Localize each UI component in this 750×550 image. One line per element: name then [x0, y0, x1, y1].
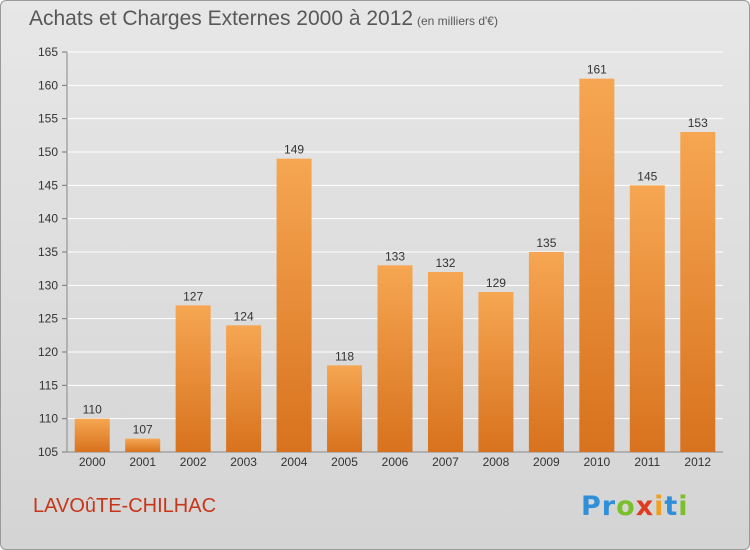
- y-tick-label: 120: [38, 345, 58, 359]
- y-tick-label: 165: [38, 45, 58, 59]
- bar-value-label: 133: [385, 249, 405, 263]
- bar-value-label: 118: [335, 349, 354, 363]
- x-tick-label: 2000: [79, 455, 106, 469]
- bar-value-label: 132: [435, 256, 455, 270]
- y-tick-label: 115: [39, 378, 58, 392]
- x-tick-label: 2009: [533, 455, 560, 469]
- logo-letter: P: [581, 491, 602, 522]
- bar: [226, 325, 262, 452]
- bar: [276, 158, 312, 452]
- x-tick-label: 2007: [432, 455, 459, 469]
- y-tick-label: 140: [38, 212, 58, 226]
- bar-value-label: 161: [587, 63, 607, 77]
- label-layer: 110 107 127 124 149 118 133 132 129 135 161 145 153: [83, 63, 708, 437]
- proxiti-logo[interactable]: Proxiti: [581, 491, 689, 522]
- y-tick-label: 125: [38, 312, 58, 326]
- x-tick-label: 2008: [483, 455, 510, 469]
- x-tick-label: 2011: [634, 455, 660, 469]
- bar-value-label: 153: [688, 116, 708, 130]
- bar-value-label: 127: [183, 289, 203, 303]
- y-tick-label: 105: [38, 445, 58, 459]
- y-tick-label: 155: [38, 112, 58, 126]
- bar: [125, 438, 161, 452]
- bar-value-label: 124: [234, 309, 254, 323]
- bar-value-label: 110: [83, 403, 102, 417]
- commune-name: LAVOûTE-CHILHAC: [33, 495, 217, 517]
- bar-layer: [74, 78, 716, 453]
- bar: [680, 132, 716, 452]
- bar-value-label: 129: [486, 276, 506, 290]
- bar-value-label: 145: [637, 169, 657, 183]
- chart-subtitle: (en milliers d'€): [417, 14, 498, 28]
- bar: [175, 305, 211, 452]
- x-tick-label: 2006: [382, 455, 409, 469]
- x-tick-label: 2003: [230, 455, 257, 469]
- x-tick-label: 2004: [281, 455, 308, 469]
- bar: [629, 185, 665, 453]
- bar-value-label: 149: [284, 143, 304, 157]
- logo-letter: i: [678, 491, 689, 522]
- y-tick-label: 160: [38, 78, 58, 92]
- logo-letter: r: [601, 491, 617, 522]
- x-tick-label: 2010: [583, 455, 610, 469]
- x-tick-label: 2002: [180, 455, 207, 469]
- bar: [427, 272, 463, 452]
- bar: [579, 78, 615, 453]
- y-tick-label: 110: [39, 412, 58, 426]
- bar-value-label: 107: [133, 423, 153, 437]
- x-tick-label: 2001: [129, 455, 156, 469]
- x-tick-label: 2012: [684, 455, 711, 469]
- bar: [528, 252, 564, 452]
- logo-letter: x: [635, 491, 655, 522]
- x-tick-label: 2005: [331, 455, 358, 469]
- y-tick-label: 135: [38, 245, 58, 259]
- y-tick-label: 150: [38, 145, 58, 159]
- y-tick-label: 130: [38, 278, 58, 292]
- logo-letter: i: [654, 491, 665, 522]
- y-tick-label: 145: [38, 178, 58, 192]
- bar: [327, 365, 363, 452]
- logo-letter: o: [616, 491, 636, 522]
- bar: [478, 292, 514, 452]
- axis-layer: 105 110 115 120 125 130 135 140 145 150 155 160 165 2…: [38, 45, 723, 469]
- logo-letter: t: [664, 491, 679, 522]
- bar: [74, 418, 110, 452]
- bar: [377, 265, 413, 452]
- chart-title: Achats et Charges Externes 2000 à 2012: [29, 7, 414, 30]
- bar-value-label: 135: [536, 236, 556, 250]
